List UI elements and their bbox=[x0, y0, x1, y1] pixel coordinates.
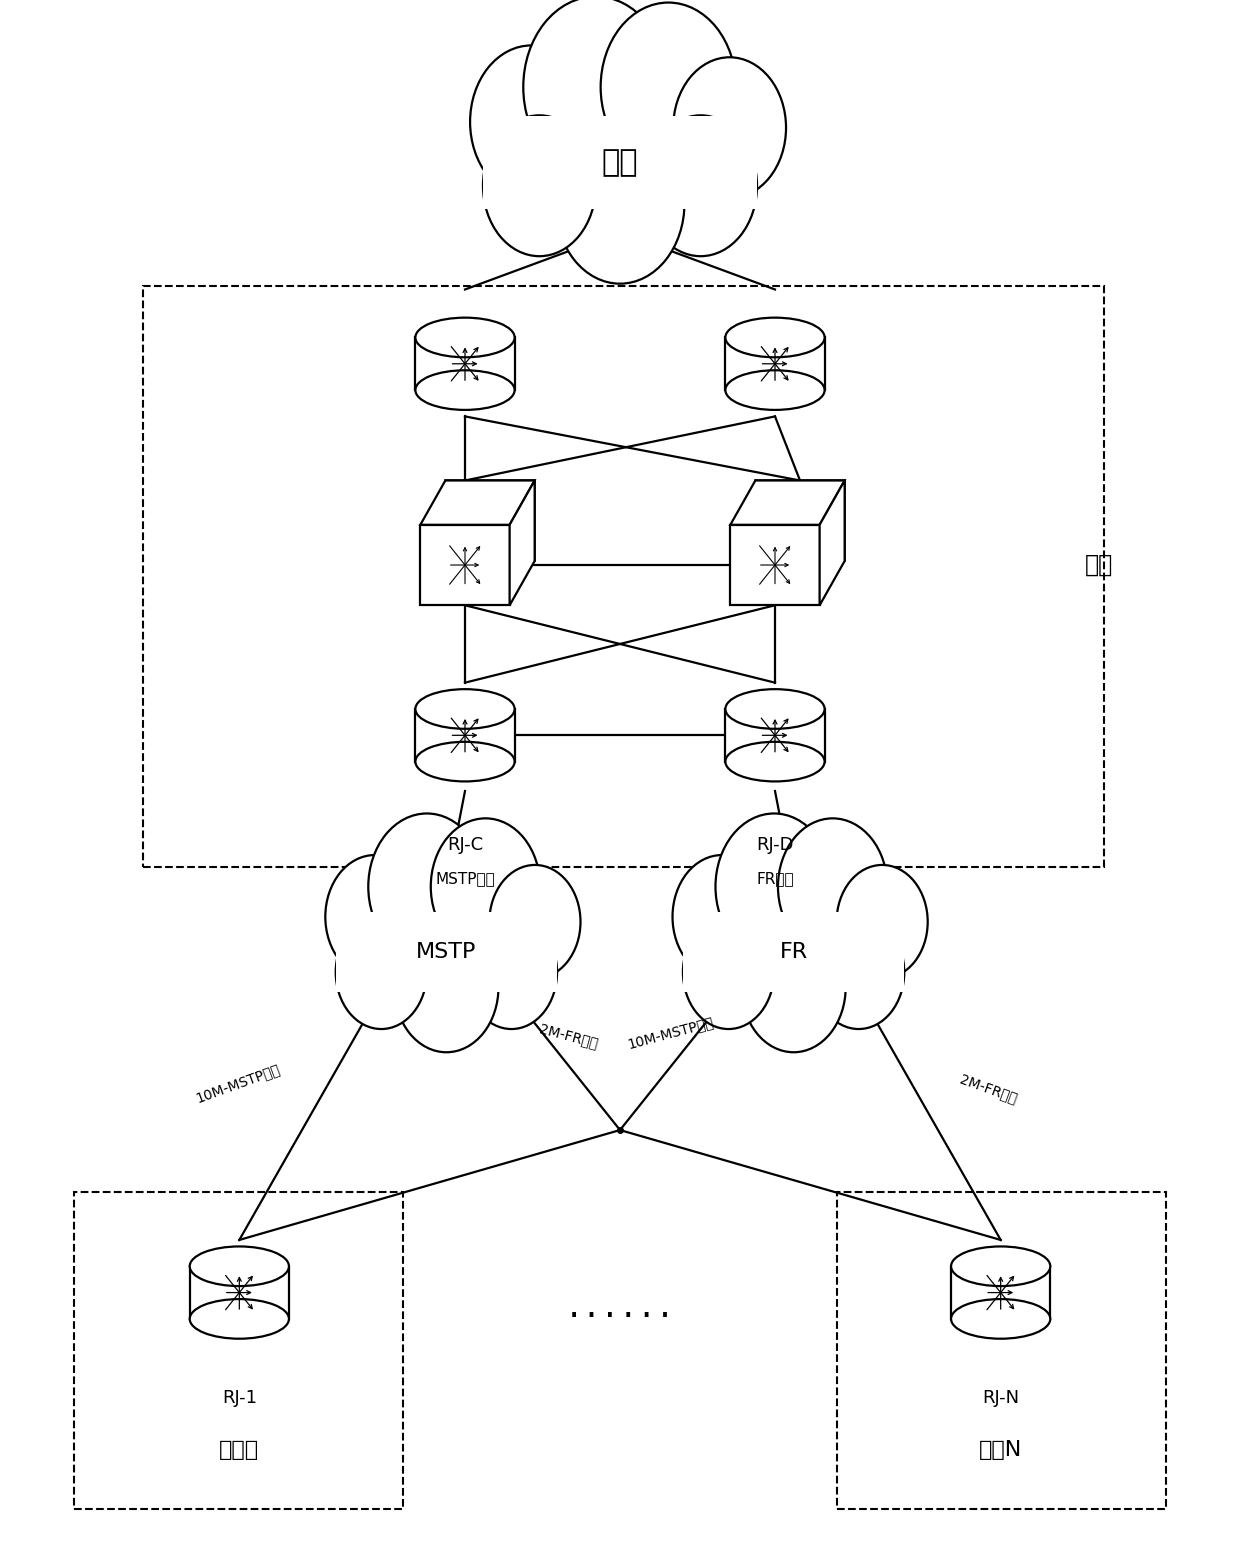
Circle shape bbox=[470, 45, 593, 198]
Ellipse shape bbox=[190, 1299, 289, 1339]
Circle shape bbox=[683, 915, 774, 1029]
Text: ......: ...... bbox=[565, 1294, 675, 1322]
Bar bbox=[484, 116, 756, 209]
Circle shape bbox=[837, 865, 928, 978]
Text: 网点N: 网点N bbox=[980, 1440, 1022, 1460]
Polygon shape bbox=[730, 480, 844, 525]
Ellipse shape bbox=[190, 1246, 289, 1286]
Text: FR线路: FR线路 bbox=[756, 872, 794, 887]
Circle shape bbox=[673, 57, 786, 198]
Circle shape bbox=[466, 915, 557, 1029]
Bar bbox=[415, 337, 515, 390]
Bar bbox=[143, 286, 1104, 867]
Bar bbox=[74, 1192, 403, 1509]
Circle shape bbox=[336, 915, 427, 1029]
Polygon shape bbox=[820, 480, 844, 605]
Bar bbox=[683, 912, 904, 992]
Text: MSTP: MSTP bbox=[417, 943, 476, 961]
Circle shape bbox=[644, 116, 756, 255]
Polygon shape bbox=[420, 480, 534, 525]
Circle shape bbox=[490, 865, 580, 978]
Circle shape bbox=[777, 819, 888, 955]
Circle shape bbox=[715, 813, 833, 960]
Ellipse shape bbox=[951, 1299, 1050, 1339]
Ellipse shape bbox=[415, 689, 515, 729]
Ellipse shape bbox=[415, 741, 515, 782]
Circle shape bbox=[672, 854, 771, 978]
Text: 10M-MSTP线路: 10M-MSTP线路 bbox=[626, 1014, 715, 1051]
Ellipse shape bbox=[725, 370, 825, 410]
Bar bbox=[725, 709, 825, 762]
Circle shape bbox=[430, 819, 541, 955]
Polygon shape bbox=[420, 525, 510, 605]
Ellipse shape bbox=[725, 317, 825, 358]
Text: MSTP线路: MSTP线路 bbox=[435, 872, 495, 887]
Circle shape bbox=[556, 122, 684, 283]
Circle shape bbox=[482, 116, 595, 255]
Ellipse shape bbox=[725, 689, 825, 729]
Bar bbox=[190, 1266, 289, 1319]
Circle shape bbox=[394, 923, 498, 1053]
Bar bbox=[837, 1192, 1166, 1509]
Ellipse shape bbox=[951, 1246, 1050, 1286]
Text: RJ-1: RJ-1 bbox=[222, 1389, 257, 1407]
Ellipse shape bbox=[415, 317, 515, 358]
Text: RJ-N: RJ-N bbox=[982, 1389, 1019, 1407]
Circle shape bbox=[325, 854, 424, 978]
Text: 2M-FR线路: 2M-FR线路 bbox=[538, 1022, 600, 1051]
Polygon shape bbox=[510, 480, 534, 605]
Text: 市行: 市行 bbox=[1085, 553, 1114, 577]
Text: FR: FR bbox=[780, 943, 807, 961]
Text: RJ-D: RJ-D bbox=[756, 836, 794, 854]
Bar bbox=[336, 912, 557, 992]
Bar bbox=[725, 337, 825, 390]
Bar bbox=[951, 1266, 1050, 1319]
Circle shape bbox=[523, 0, 668, 178]
Bar bbox=[415, 709, 515, 762]
Text: 省行: 省行 bbox=[601, 149, 639, 176]
Text: 2M-FR线路: 2M-FR线路 bbox=[957, 1071, 1019, 1105]
Ellipse shape bbox=[415, 370, 515, 410]
Polygon shape bbox=[730, 525, 820, 605]
Circle shape bbox=[813, 915, 904, 1029]
Text: RJ-C: RJ-C bbox=[446, 836, 484, 854]
Ellipse shape bbox=[725, 741, 825, 782]
Text: 网点一: 网点一 bbox=[219, 1440, 259, 1460]
Circle shape bbox=[368, 813, 486, 960]
Circle shape bbox=[600, 3, 737, 172]
Text: 10M-MSTP线路: 10M-MSTP线路 bbox=[193, 1062, 283, 1105]
Circle shape bbox=[742, 923, 846, 1053]
